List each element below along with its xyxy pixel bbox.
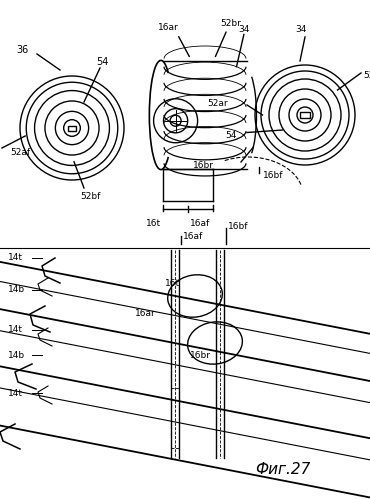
Text: 16br: 16br	[193, 161, 214, 170]
Text: 14t: 14t	[8, 325, 23, 334]
Text: 54: 54	[96, 57, 108, 67]
Text: 54: 54	[225, 131, 236, 140]
Text: 52af: 52af	[10, 148, 30, 157]
Text: 52bf: 52bf	[80, 192, 100, 201]
Text: 34: 34	[239, 25, 250, 34]
Text: 16t: 16t	[165, 279, 180, 288]
Text: 14b: 14b	[8, 350, 25, 359]
Text: 16af: 16af	[183, 232, 203, 241]
Text: 16ar: 16ar	[135, 309, 156, 318]
Text: Фиг.27: Фиг.27	[255, 463, 310, 478]
Text: 52ar: 52ar	[207, 98, 228, 107]
Text: 36: 36	[16, 45, 28, 55]
Text: 16bf: 16bf	[263, 171, 283, 180]
Text: 14b: 14b	[8, 285, 25, 294]
Text: 16t: 16t	[146, 219, 161, 228]
Text: 14t: 14t	[8, 389, 23, 398]
Text: 34: 34	[295, 24, 307, 33]
Bar	[300, 112, 310, 118]
Text: 16af: 16af	[190, 219, 211, 228]
Bar	[68, 126, 76, 131]
Text: 52br: 52br	[221, 18, 242, 27]
Text: 52br: 52br	[363, 70, 370, 79]
Text: 16br: 16br	[190, 350, 211, 359]
Text: 16bf: 16bf	[228, 222, 249, 231]
Text: 14t: 14t	[8, 253, 23, 262]
Text: 16ar: 16ar	[158, 23, 178, 32]
